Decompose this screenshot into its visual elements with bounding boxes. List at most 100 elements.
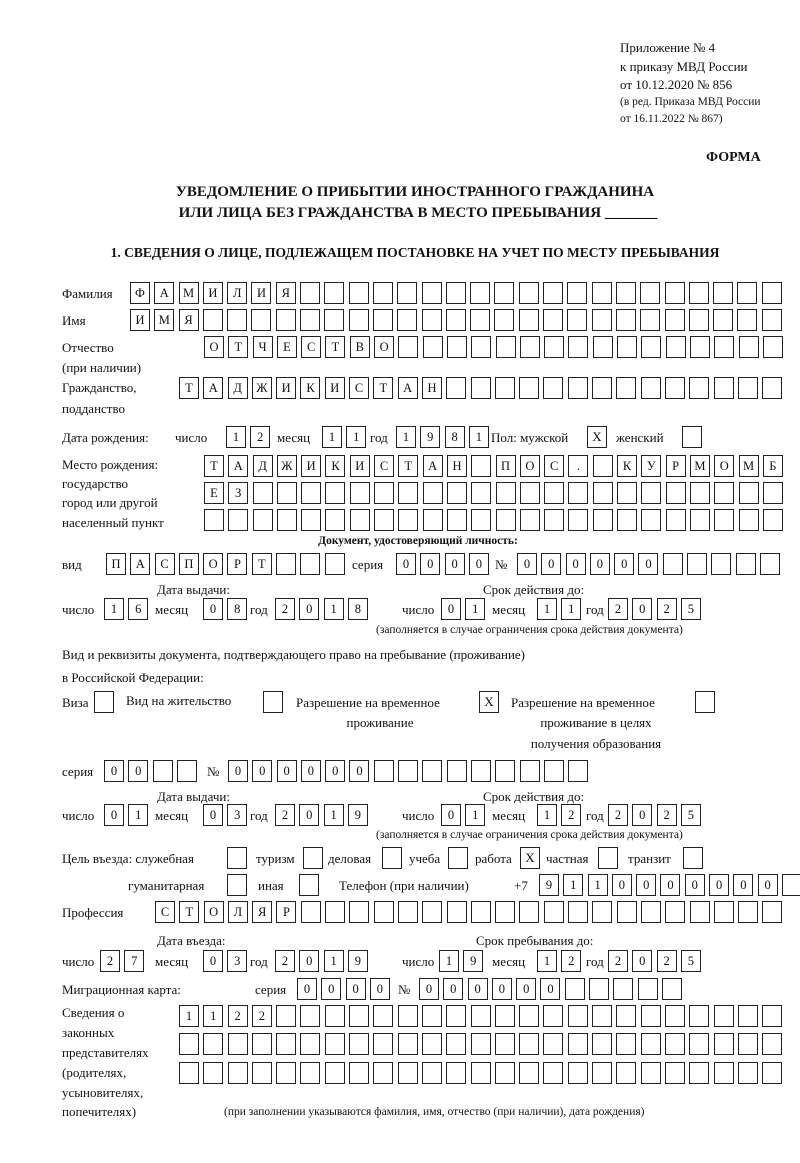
char-cell[interactable] [519, 482, 540, 504]
char-cell[interactable] [204, 509, 224, 531]
char-cell[interactable] [713, 282, 734, 304]
char-cell[interactable]: А [130, 553, 151, 575]
char-cell[interactable]: О [519, 455, 540, 477]
char-cell[interactable]: О [374, 336, 395, 358]
char-cell[interactable] [422, 901, 443, 923]
char-cell[interactable] [737, 377, 758, 399]
char-cell[interactable] [616, 377, 637, 399]
char-cell[interactable] [664, 1005, 685, 1027]
char-cell[interactable] [616, 1062, 637, 1084]
char-cell[interactable] [325, 901, 346, 923]
char-cell[interactable] [641, 336, 662, 358]
char-cell[interactable] [688, 309, 709, 331]
char-cell[interactable] [759, 553, 780, 575]
char-cell[interactable]: 2 [251, 1005, 272, 1027]
char-cell[interactable] [494, 309, 515, 331]
char-cell[interactable]: 0 [611, 874, 632, 896]
char-cell[interactable] [641, 482, 662, 504]
char-cell[interactable]: 1 [346, 426, 367, 448]
char-cell[interactable] [665, 482, 686, 504]
char-cell[interactable]: Т [179, 901, 200, 923]
char-cell[interactable]: Т [228, 336, 249, 358]
char-cell[interactable] [737, 1005, 758, 1027]
representatives-row-3[interactable] [179, 1062, 783, 1084]
char-cell[interactable] [662, 553, 683, 575]
char-cell[interactable] [688, 282, 709, 304]
char-cell[interactable] [781, 874, 800, 896]
char-cell[interactable] [713, 309, 734, 331]
char-cell[interactable] [761, 282, 782, 304]
char-cell[interactable] [470, 760, 491, 782]
char-cell[interactable]: З [228, 482, 249, 504]
char-cell[interactable]: 2 [275, 950, 295, 972]
char-cell[interactable] [567, 309, 588, 331]
char-cell[interactable] [324, 1005, 345, 1027]
char-cell[interactable]: 0 [491, 978, 512, 1000]
char-cell[interactable] [495, 336, 516, 358]
char-cell[interactable] [397, 282, 418, 304]
char-cell[interactable] [544, 482, 565, 504]
char-cell[interactable] [495, 509, 516, 531]
char-cell[interactable]: 0 [614, 553, 635, 575]
char-cell[interactable]: 0 [565, 553, 586, 575]
char-cell[interactable] [276, 482, 297, 504]
char-cell[interactable] [300, 1062, 321, 1084]
char-cell[interactable] [762, 377, 783, 399]
char-cell[interactable]: 0 [444, 553, 465, 575]
char-cell[interactable] [592, 455, 613, 477]
char-cell[interactable]: 0 [299, 804, 320, 826]
study-checkbox[interactable] [448, 847, 468, 869]
char-cell[interactable] [421, 1033, 442, 1055]
char-cell[interactable] [762, 336, 783, 358]
char-cell[interactable]: 0 [228, 760, 248, 782]
char-cell[interactable] [179, 1033, 199, 1055]
char-cell[interactable]: 0 [321, 978, 342, 1000]
char-cell[interactable]: 2 [608, 804, 628, 826]
char-cell[interactable] [374, 509, 395, 531]
char-cell[interactable]: И [276, 377, 297, 399]
char-cell[interactable] [737, 309, 758, 331]
char-cell[interactable]: 3 [227, 950, 248, 972]
char-cell[interactable]: П [178, 553, 199, 575]
char-cell[interactable] [664, 282, 685, 304]
char-cell[interactable] [495, 901, 516, 923]
char-cell[interactable] [397, 901, 418, 923]
char-cell[interactable] [592, 1062, 613, 1084]
char-cell[interactable]: 8 [444, 426, 465, 448]
char-cell[interactable] [398, 336, 419, 358]
char-cell[interactable] [445, 282, 466, 304]
char-cell[interactable] [471, 482, 492, 504]
char-cell[interactable]: Т [325, 336, 346, 358]
char-cell[interactable]: 1 [323, 598, 344, 620]
char-cell[interactable] [664, 1062, 685, 1084]
char-cell[interactable]: Ж [251, 377, 272, 399]
char-cell[interactable] [640, 1005, 661, 1027]
char-cell[interactable] [276, 509, 297, 531]
char-cell[interactable] [543, 1033, 564, 1055]
char-cell[interactable] [373, 1005, 394, 1027]
char-cell[interactable] [637, 978, 658, 1000]
char-cell[interactable]: 0 [369, 978, 390, 1000]
char-cell[interactable] [543, 309, 564, 331]
char-cell[interactable] [276, 1062, 297, 1084]
char-cell[interactable]: 1 [396, 426, 416, 448]
char-cell[interactable] [689, 1005, 710, 1027]
char-cell[interactable] [689, 901, 710, 923]
char-cell[interactable] [495, 760, 516, 782]
char-cell[interactable]: 0 [441, 598, 461, 620]
char-cell[interactable]: Л [227, 282, 248, 304]
char-cell[interactable] [762, 482, 783, 504]
char-cell[interactable]: 2 [608, 598, 628, 620]
char-cell[interactable]: 0 [468, 553, 489, 575]
char-cell[interactable] [640, 1033, 661, 1055]
char-cell[interactable] [494, 377, 515, 399]
